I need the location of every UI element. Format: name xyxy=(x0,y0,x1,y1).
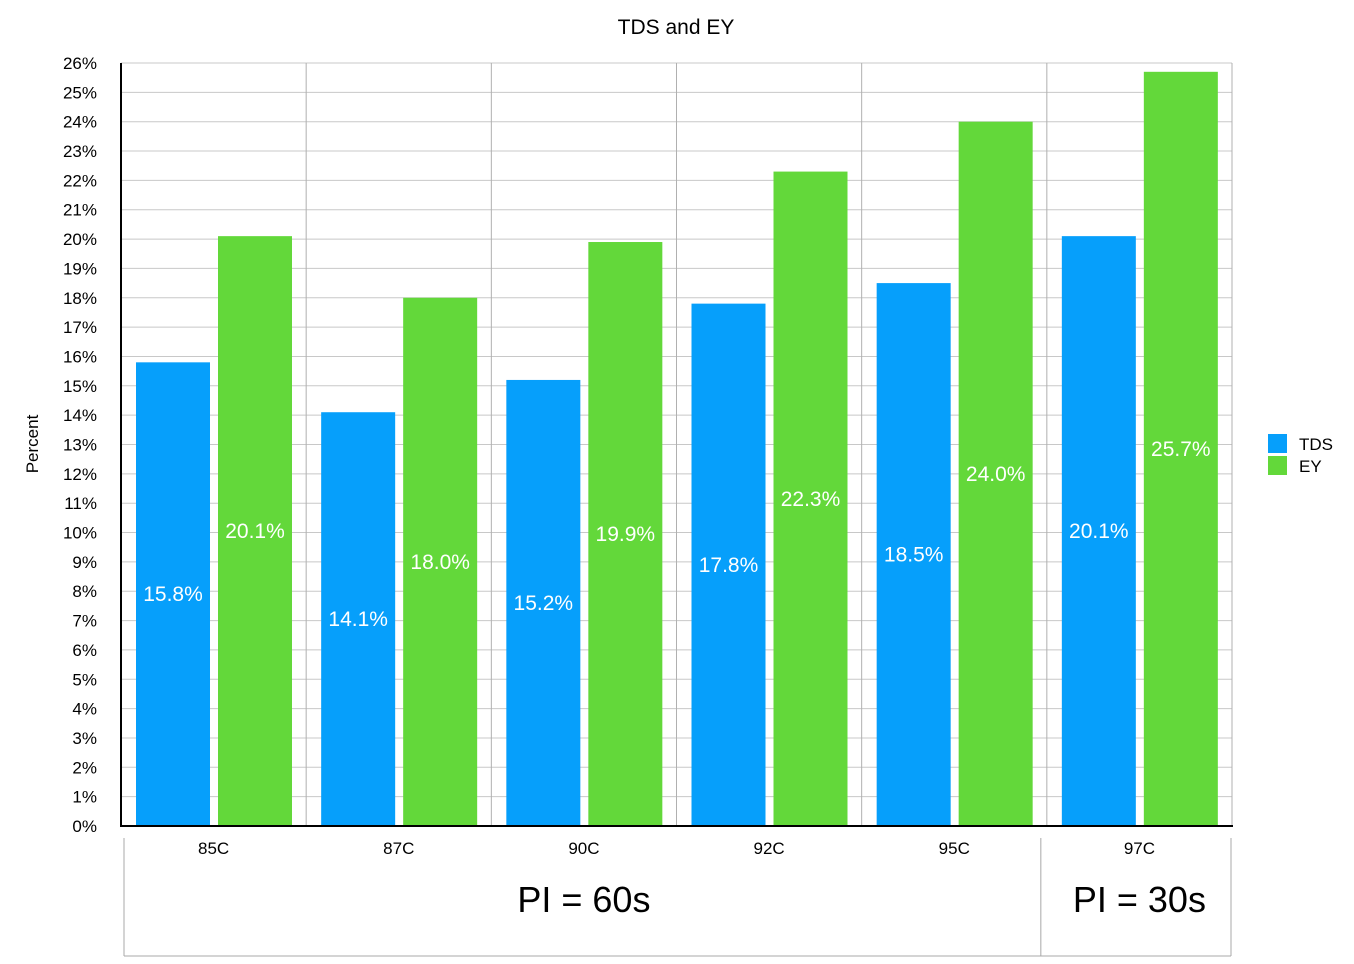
data-labels: 15.8% 20.1% 14.1% 18.0% 15.2% 19.9% 17.8% 22.3%… xyxy=(143,438,1210,631)
y-tick-label: 2% xyxy=(72,758,97,777)
bar-tds-85c xyxy=(136,362,210,826)
y-tick-label: 13% xyxy=(63,436,97,455)
y-tick-label: 3% xyxy=(72,729,97,748)
y-tick-label: 22% xyxy=(63,171,97,190)
legend-label-ey: EY xyxy=(1299,457,1322,476)
x-category-labels: 85C 87C 90C 92C 95C 97C xyxy=(198,839,1155,858)
y-tick-label: 10% xyxy=(63,524,97,543)
y-tick-label: 16% xyxy=(63,347,97,366)
legend-label-tds: TDS xyxy=(1299,435,1333,454)
data-label: 17.8% xyxy=(699,554,759,577)
bar-ey-92c xyxy=(773,171,848,827)
x-tick-label: 90C xyxy=(568,839,599,858)
y-tick-label: 12% xyxy=(63,465,97,484)
x-tick-label: 85C xyxy=(198,839,229,858)
bars xyxy=(136,71,1218,827)
y-tick-label: 7% xyxy=(72,612,97,631)
y-tick-label: 6% xyxy=(72,641,97,660)
data-label: 20.1% xyxy=(225,520,285,543)
y-tick-label: 26% xyxy=(63,54,97,73)
data-label: 20.1% xyxy=(1069,520,1129,543)
bar-ey-85c xyxy=(218,236,292,826)
y-axis-label: Percent xyxy=(23,414,42,473)
data-label: 18.5% xyxy=(884,544,944,567)
group-label: PI = 30s xyxy=(1073,879,1206,920)
y-tick-label: 11% xyxy=(64,494,97,513)
bar-tds-90c xyxy=(506,379,581,826)
chart-title: TDS and EY xyxy=(618,16,735,39)
y-tick-label: 18% xyxy=(63,289,97,308)
data-label: 15.2% xyxy=(514,592,574,615)
data-label: 24.0% xyxy=(966,463,1026,486)
y-tick-label: 21% xyxy=(63,201,97,220)
bar-ey-90c xyxy=(588,242,663,826)
bar-ey-95c xyxy=(958,121,1033,826)
y-tick-label: 4% xyxy=(72,700,97,719)
axes xyxy=(120,63,1233,827)
x-tick-label: 95C xyxy=(939,839,970,858)
legend-swatch-tds xyxy=(1268,434,1287,453)
y-tick-label: 1% xyxy=(72,788,97,807)
data-label: 14.1% xyxy=(328,608,388,631)
category-groups: PI = 60s PI = 30s xyxy=(123,838,1232,957)
y-tick-label: 9% xyxy=(72,553,97,572)
y-tick-labels: 0% 1% 2% 3% 4% 5% 6% 7% 8% 9% 10% 11% 12% 13% 14% 15% 16… xyxy=(63,54,97,836)
y-tick-label: 23% xyxy=(63,142,97,161)
y-tick-label: 20% xyxy=(63,230,97,249)
legend: TDS EY xyxy=(1268,434,1333,476)
bar-ey-87c xyxy=(403,297,478,826)
y-tick-label: 15% xyxy=(63,377,97,396)
group-label: PI = 60s xyxy=(517,879,650,920)
data-label: 19.9% xyxy=(596,523,656,546)
y-tick-label: 8% xyxy=(72,582,97,601)
x-tick-label: 92C xyxy=(753,839,784,858)
data-label: 18.0% xyxy=(410,551,470,574)
bar-tds-87c xyxy=(321,412,396,826)
data-label: 25.7% xyxy=(1151,438,1211,461)
bar-tds-97c xyxy=(1061,236,1136,826)
y-tick-label: 0% xyxy=(72,817,97,836)
bar-ey-97c xyxy=(1143,71,1218,827)
bar-tds-95c xyxy=(876,283,951,826)
y-tick-label: 17% xyxy=(63,318,97,337)
y-tick-label: 5% xyxy=(72,670,97,689)
data-label: 22.3% xyxy=(781,488,841,511)
x-tick-label: 97C xyxy=(1124,839,1155,858)
y-tick-label: 14% xyxy=(63,406,97,425)
y-tick-label: 19% xyxy=(63,259,97,278)
bar-tds-92c xyxy=(691,303,766,827)
gridlines xyxy=(121,62,1233,826)
data-label: 15.8% xyxy=(143,583,203,606)
x-tick-label: 87C xyxy=(383,839,414,858)
y-tick-label: 24% xyxy=(63,113,97,132)
legend-swatch-ey xyxy=(1268,456,1287,475)
y-tick-label: 25% xyxy=(63,83,97,102)
